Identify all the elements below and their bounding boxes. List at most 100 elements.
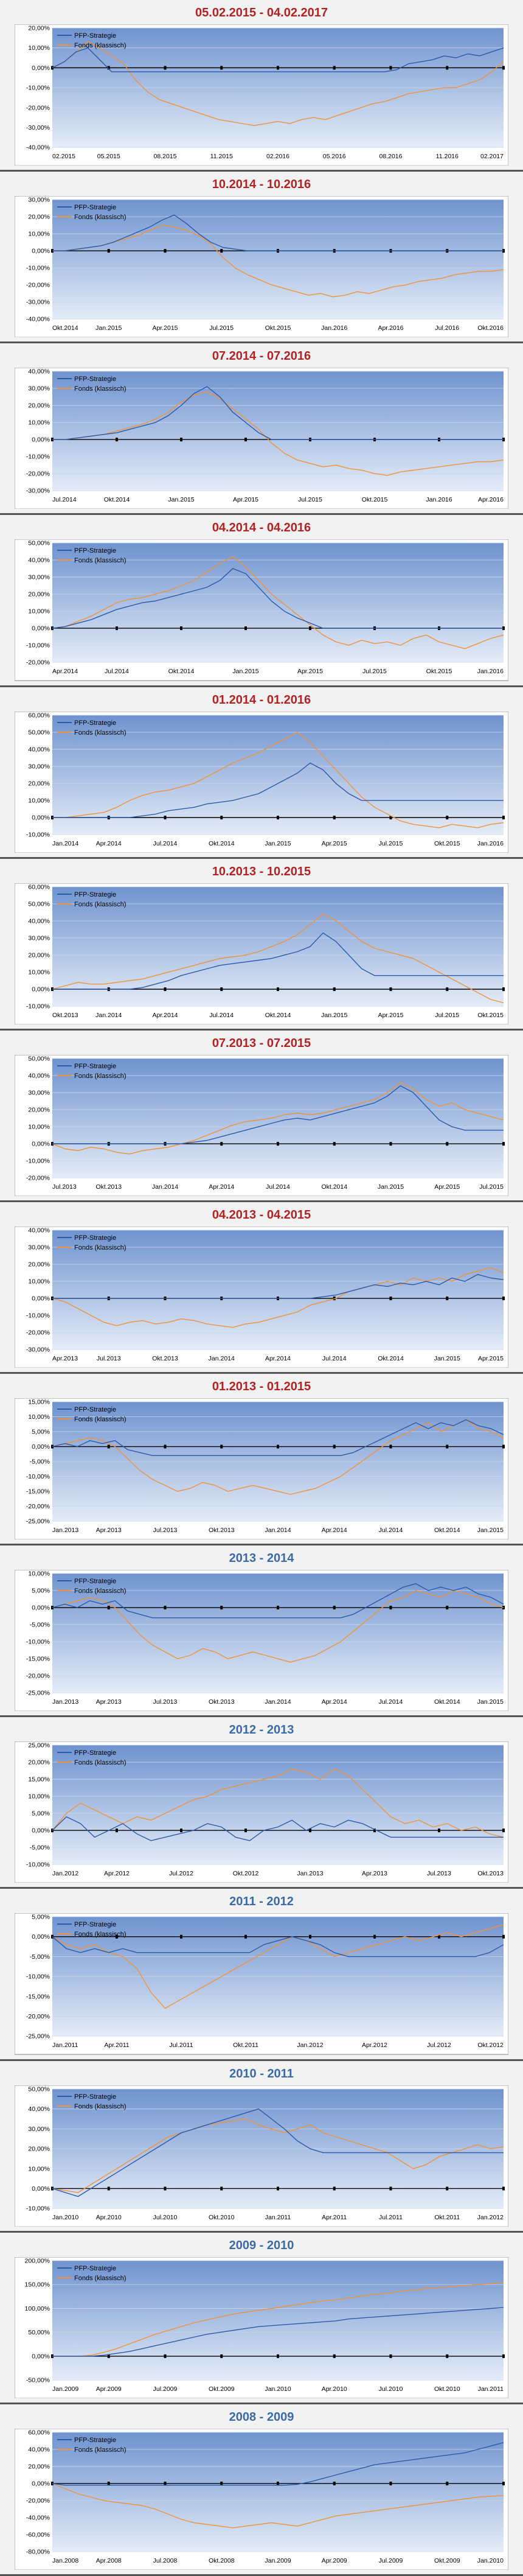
x-tick-label: Jul.2010 <box>379 2385 403 2393</box>
y-tick-label: 50,00% <box>28 1055 50 1062</box>
chart-panel: 04.2013 - 04.2015 40,00% 30,00% 20,00% 10,00… <box>0 1202 523 1374</box>
zero-marker <box>446 1141 449 1146</box>
x-tick-label: Jan.2013 <box>52 1527 78 1534</box>
zero-marker <box>373 1935 376 1939</box>
zero-marker <box>244 1935 247 1939</box>
y-tick-label: 5,00% <box>32 1810 50 1818</box>
x-tick-label: Jan.2014 <box>52 840 78 847</box>
zero-marker <box>277 1444 279 1449</box>
x-tick-label: 08.2015 <box>154 153 177 160</box>
line-chart: 25,00% 20,00% 15,00% 10,00% 5,00% 0,00% -5,00%… <box>15 1741 508 1883</box>
x-tick-label: Apr.2016 <box>478 496 504 503</box>
x-tick-label: Jul.2008 <box>153 2557 178 2564</box>
x-tick-label: Jan.2016 <box>477 668 504 676</box>
x-tick-label: Jan.2014 <box>95 1012 122 1019</box>
zero-marker <box>164 2186 167 2191</box>
y-tick-label: 60,00% <box>28 2429 50 2436</box>
y-tick-label: -10,00% <box>26 1861 50 1869</box>
zero-marker <box>502 1935 505 1939</box>
legend: PFP-Strategie Fonds (klassisch) <box>57 32 126 49</box>
y-tick-label: -10,00% <box>26 1973 50 1981</box>
series-line-fund <box>52 1924 504 2009</box>
zero-marker <box>180 1829 182 1833</box>
line-chart: 50,00% 40,00% 30,00% 20,00% 10,00% 0,00% -10,0… <box>15 539 508 681</box>
y-tick-label: -10,00% <box>26 1639 50 1646</box>
x-tick-label: Jan.2014 <box>152 1183 178 1191</box>
zero-marker <box>389 1444 392 1449</box>
zero-marker <box>107 249 110 253</box>
y-tick-label: -25,00% <box>26 1690 50 1697</box>
x-tick-label: Jul.2014 <box>105 668 129 676</box>
zero-marker <box>164 1606 167 1610</box>
x-tick-label: Apr.2014 <box>322 1698 347 1706</box>
y-tick-label: 40,00% <box>28 2105 50 2113</box>
x-tick-label: Jan.2012 <box>52 1870 78 1877</box>
x-tick-label: Okt.2014 <box>209 840 235 847</box>
chart-panel: 10.2014 - 10.2016 30,00% 20,00% 10,00% 0,00%… <box>0 172 523 344</box>
y-tick-label: -5,00% <box>30 1953 50 1961</box>
chart-title: 04.2014 - 04.2016 <box>212 521 311 535</box>
chart-title: 05.02.2015 - 04.02.2017 <box>195 6 328 19</box>
y-tick-label: 60,00% <box>28 712 50 719</box>
y-tick-label: 40,00% <box>28 368 50 376</box>
series-line-fund <box>52 1267 504 1328</box>
legend-label-fund: Fonds (klassisch) <box>74 2275 126 2282</box>
y-tick-label: -10,00% <box>26 642 50 649</box>
y-tick-label: 0,00% <box>32 1140 50 1147</box>
chart-panel: 2009 - 2010 200,00% 150,00% 100,00% 50,00% 0,… <box>0 2232 523 2404</box>
zero-marker <box>107 2354 110 2358</box>
x-tick-label: Jan.2015 <box>477 1698 504 1706</box>
legend: PFP-Strategie Fonds (klassisch) <box>57 1063 126 1080</box>
zero-marker <box>502 1296 505 1300</box>
zero-marker <box>107 1606 110 1610</box>
legend-label-fund: Fonds (klassisch) <box>74 2103 126 2110</box>
series-line-strategy <box>52 386 504 441</box>
zero-marker <box>309 626 311 631</box>
x-tick-label: Okt.2016 <box>477 324 504 332</box>
series-line-fund <box>52 2118 504 2193</box>
y-tick-label: 0,00% <box>32 2185 50 2193</box>
zero-marker <box>502 1444 505 1449</box>
x-tick-label: Jul.2015 <box>298 496 322 503</box>
y-tick-label: 0,00% <box>32 65 50 72</box>
series-line-fund <box>52 225 504 298</box>
x-tick-label: Apr.2011 <box>322 2214 347 2221</box>
x-tick-label: 05.2015 <box>97 153 120 160</box>
x-tick-label: Jul.2013 <box>97 1355 121 1362</box>
chart-panel: 2013 - 2014 10,00% 5,00% 0,00% -5,00% -10,00%… <box>0 1545 523 1718</box>
y-tick-label: 10,00% <box>28 44 50 52</box>
legend-label-fund: Fonds (klassisch) <box>74 1073 126 1080</box>
x-tick-label: Apr.2015 <box>322 840 347 847</box>
x-tick-label: Apr.2015 <box>378 1012 403 1019</box>
y-tick-label: 30,00% <box>28 763 50 770</box>
x-tick-label: Apr.2015 <box>233 496 258 503</box>
y-tick-label: 5,00% <box>32 1914 50 1921</box>
y-tick-label: 50,00% <box>28 900 50 908</box>
zero-marker <box>244 438 247 442</box>
zero-marker <box>107 66 110 70</box>
plot-area <box>52 1573 504 1693</box>
legend: PFP-Strategie Fonds (klassisch) <box>57 2437 126 2454</box>
zero-marker <box>220 1444 223 1449</box>
legend-label-strategy: PFP-Strategie <box>74 376 116 383</box>
series-line-fund <box>52 913 504 1003</box>
x-tick-label: Okt.2013 <box>95 1183 122 1191</box>
y-tick-label: 0,00% <box>32 2353 50 2360</box>
x-tick-label: Jul.2009 <box>153 2385 178 2393</box>
y-tick-label: 20,00% <box>28 214 50 221</box>
x-tick-label: Okt.2009 <box>209 2385 235 2393</box>
x-tick-label: Jul.2014 <box>209 1012 234 1019</box>
y-tick-label: -10,00% <box>26 1157 50 1164</box>
x-tick-label: Jan.2015 <box>265 840 291 847</box>
legend-label-strategy: PFP-Strategie <box>74 1749 116 1757</box>
zero-marker <box>446 987 449 991</box>
y-tick-label: 40,00% <box>28 1072 50 1079</box>
chart-panel: 2012 - 2013 25,00% 20,00% 15,00% 10,00% 5,00%… <box>0 1717 523 1889</box>
zero-marker <box>333 1141 336 1146</box>
y-tick-label: -5,00% <box>30 1844 50 1852</box>
zero-marker <box>373 1829 376 1833</box>
zero-marker <box>389 1606 392 1610</box>
x-tick-label: Jul.2015 <box>435 1012 459 1019</box>
y-tick-label: -25,00% <box>26 2033 50 2040</box>
